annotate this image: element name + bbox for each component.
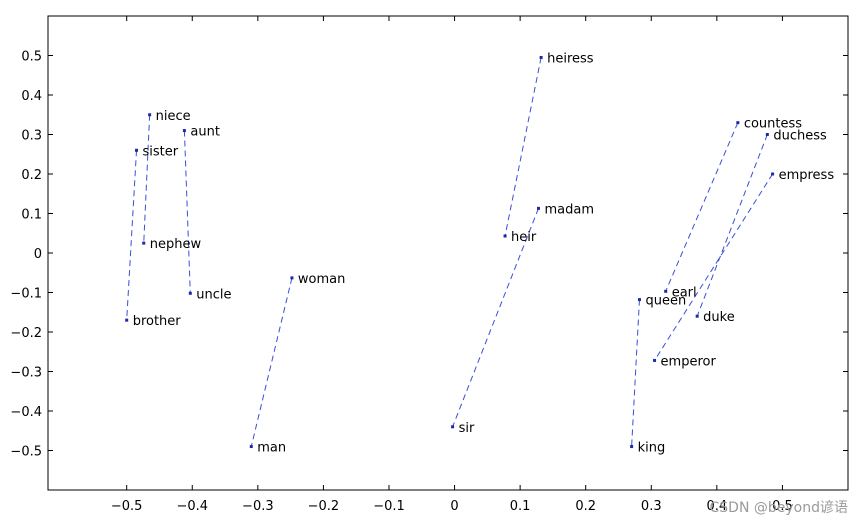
- point-emperor: [653, 358, 657, 362]
- y-tick-label: 0: [34, 247, 42, 262]
- x-tick-label: 0.3: [641, 499, 662, 514]
- x-tick-label: 0.2: [575, 499, 596, 514]
- y-axis: 0.5 0.4 0.3 0.2 0.1 0 −0.1 −0.2 −0.3 −0.4 −0.5: [10, 50, 848, 460]
- x-tick-label: −0.4: [176, 499, 208, 514]
- pair-line-sister-brother: [126, 150, 138, 321]
- label-heiress: heiress: [547, 51, 594, 66]
- data-points: [125, 55, 775, 449]
- pair-line-countess-earl: [665, 122, 739, 292]
- point-sister: [135, 148, 139, 152]
- point-king: [630, 445, 634, 449]
- y-tick-label: 0.1: [21, 208, 42, 223]
- label-woman: woman: [298, 272, 345, 287]
- pair-line-woman-man: [250, 277, 293, 447]
- label-madam: madam: [544, 202, 594, 217]
- y-tick-label: −0.3: [10, 366, 42, 381]
- y-tick-label: 0.3: [21, 129, 42, 144]
- x-tick-label: −0.1: [373, 499, 405, 514]
- y-tick-label: −0.5: [10, 445, 42, 460]
- label-sister: sister: [143, 144, 179, 159]
- point-queen: [637, 298, 641, 302]
- pair-line-queen-king: [631, 299, 640, 447]
- label-countess: countess: [744, 117, 802, 132]
- pair-line-madam-sir: [452, 208, 539, 427]
- x-tick-label: 0.1: [510, 499, 531, 514]
- label-sir: sir: [459, 421, 475, 436]
- plot-frame: [47, 15, 849, 491]
- point-countess: [736, 121, 740, 125]
- x-tick-label: −0.2: [308, 499, 340, 514]
- pair-line-empress-emperor: [654, 173, 774, 361]
- label-man: man: [257, 441, 286, 456]
- y-tick-label: −0.4: [10, 405, 42, 420]
- y-tick-label: 0.2: [21, 168, 42, 183]
- pair-line-aunt-uncle: [183, 130, 191, 294]
- x-tick-label: −0.5: [111, 499, 143, 514]
- watermark: CSDN @beyond谚语: [709, 500, 848, 516]
- pair-lines: [126, 57, 774, 447]
- point-brother: [125, 318, 129, 322]
- point-empress: [771, 172, 775, 176]
- y-tick-label: 0.4: [21, 89, 42, 104]
- label-duke: duke: [703, 310, 735, 325]
- label-emperor: emperor: [661, 354, 717, 369]
- point-man: [249, 445, 253, 449]
- label-aunt: aunt: [190, 125, 220, 140]
- x-tick-label: 0.4: [707, 499, 728, 514]
- point-madam: [536, 206, 540, 210]
- y-tick-label: 0.5: [21, 50, 42, 65]
- label-niece: niece: [156, 109, 191, 124]
- label-queen: queen: [645, 294, 686, 309]
- point-heiress: [539, 55, 543, 59]
- x-tick-label: 0.5: [772, 499, 793, 514]
- point-sir: [451, 425, 455, 429]
- label-king: king: [638, 441, 666, 456]
- label-brother: brother: [133, 314, 182, 329]
- x-axis: −0.5 −0.4 −0.3 −0.2 −0.1 0 0.1 0.2 0.3 0.4 0.5: [111, 16, 793, 514]
- point-woman: [290, 276, 294, 280]
- label-duchess: duchess: [773, 129, 827, 144]
- pair-line-heiress-heir: [504, 57, 542, 237]
- pair-line-duchess-duke: [696, 134, 768, 317]
- point-earl: [664, 289, 668, 293]
- point-duke: [695, 314, 699, 318]
- y-tick-label: −0.1: [10, 287, 42, 302]
- y-tick-label: −0.2: [10, 326, 42, 341]
- label-empress: empress: [779, 168, 835, 183]
- label-earl: earl: [672, 285, 697, 300]
- label-nephew: nephew: [150, 237, 202, 252]
- label-uncle: uncle: [196, 287, 231, 302]
- pair-line-niece-nephew: [143, 114, 151, 244]
- point-aunt: [182, 129, 186, 133]
- point-nephew: [142, 241, 146, 245]
- point-niece: [148, 113, 152, 117]
- label-heir: heir: [511, 230, 537, 245]
- point-heir: [503, 234, 507, 238]
- x-tick-label: 0: [450, 499, 458, 514]
- point-duchess: [765, 133, 769, 136]
- point-uncle: [188, 291, 192, 295]
- x-tick-label: −0.3: [242, 499, 274, 514]
